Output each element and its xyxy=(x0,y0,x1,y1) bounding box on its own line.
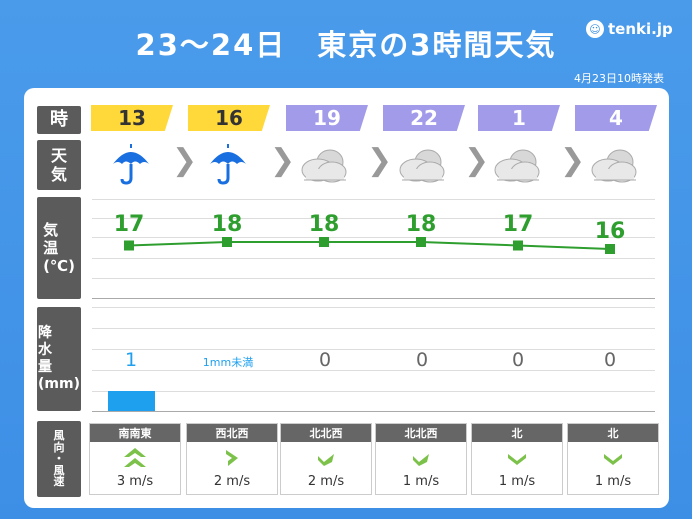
precipitation-value: 1 xyxy=(124,349,138,371)
wind-speed: 1 m/s xyxy=(402,474,440,489)
wind-speed: 1 m/s xyxy=(498,474,536,489)
temperature-point xyxy=(605,244,615,254)
wind-speed: 3 m/s xyxy=(116,474,154,489)
row-label-wind: 風 向 ・ 風 速 xyxy=(37,421,81,497)
row-label-precipitation: 降 水 量 (mm) xyxy=(37,307,81,411)
row-label-hour: 時 xyxy=(37,106,81,134)
wind-speed: 1 m/s xyxy=(594,474,632,489)
grid-line xyxy=(92,349,655,350)
wind-arrow-icon xyxy=(281,442,371,474)
wind-cell: 北 1 m/s xyxy=(567,423,659,495)
precipitation-value: 0 xyxy=(603,349,617,371)
temperature-label: 16 xyxy=(594,219,626,244)
hour-header: 22 xyxy=(383,105,465,131)
wind-cell: 北北西 2 m/s xyxy=(280,423,372,495)
grid-line xyxy=(92,370,655,371)
wind-arrow-icon xyxy=(376,442,466,474)
wind-direction: 北 xyxy=(568,424,658,442)
hour-header: 1 xyxy=(478,105,560,131)
logo-text: tenki.jp xyxy=(608,20,673,38)
temperature-point xyxy=(124,240,134,251)
tenki-logo: ☺ tenki.jp xyxy=(586,20,673,38)
temperature-label: 18 xyxy=(308,212,340,237)
wind-arrow-icon xyxy=(90,442,180,474)
hour-header: 19 xyxy=(286,105,368,131)
temperature-point xyxy=(416,237,426,247)
grid-line xyxy=(92,328,655,329)
wind-speed: 2 m/s xyxy=(213,474,251,489)
precipitation-value: 0 xyxy=(415,349,429,371)
grid-line xyxy=(92,307,655,308)
wind-direction: 西北西 xyxy=(187,424,277,442)
precipitation-value: 0 xyxy=(511,349,525,371)
row-label-weather: 天 気 xyxy=(37,140,81,190)
grid-line xyxy=(92,199,655,200)
wind-direction: 北 xyxy=(472,424,562,442)
grid-line xyxy=(92,237,655,238)
temperature-label: 17 xyxy=(502,212,534,237)
hour-header: 4 xyxy=(575,105,657,131)
chevron-right-icon: ❯ xyxy=(172,143,198,178)
wind-cell: 北 1 m/s xyxy=(471,423,563,495)
wind-cell: 南南東 3 m/s xyxy=(89,423,181,495)
row-label-temperature: 気 温 (℃) xyxy=(37,197,81,299)
wind-arrow-icon xyxy=(187,442,277,474)
published-time: 4月23日10時発表 xyxy=(574,72,664,85)
grid-line xyxy=(92,298,655,299)
precipitation-bar xyxy=(108,391,155,411)
wind-cell: 北北西 1 m/s xyxy=(375,423,467,495)
tenki-logo-icon: ☺ xyxy=(586,20,604,38)
temperature-point xyxy=(222,237,232,247)
temperature-point xyxy=(513,240,523,251)
grid-line xyxy=(92,278,655,279)
page-title: 23～24日 東京の3時間天気 xyxy=(135,28,557,62)
wind-arrow-icon xyxy=(568,442,658,474)
chevron-right-icon: ❯ xyxy=(464,143,490,178)
grid-line xyxy=(92,391,655,392)
wind-direction: 南南東 xyxy=(90,424,180,442)
precipitation-value: 0 xyxy=(318,349,332,371)
wind-speed: 2 m/s xyxy=(307,474,345,489)
wind-arrow-icon xyxy=(472,442,562,474)
grid-line xyxy=(92,218,655,219)
chevron-right-icon: ❯ xyxy=(270,143,296,178)
wind-direction: 北北西 xyxy=(376,424,466,442)
temperature-label: 18 xyxy=(211,212,243,237)
grid-line xyxy=(92,411,655,412)
chevron-right-icon: ❯ xyxy=(560,143,586,178)
temperature-point xyxy=(319,237,329,247)
temperature-label: 18 xyxy=(405,212,437,237)
precipitation-value: 1mm未満 xyxy=(202,356,254,369)
wind-direction: 北北西 xyxy=(281,424,371,442)
temperature-label: 17 xyxy=(113,212,145,237)
wind-cell: 西北西 2 m/s xyxy=(186,423,278,495)
hour-header: 16 xyxy=(188,105,270,131)
hour-header: 13 xyxy=(91,105,173,131)
grid-line xyxy=(92,258,655,259)
chevron-right-icon: ❯ xyxy=(367,143,393,178)
temperature-line xyxy=(128,241,611,250)
